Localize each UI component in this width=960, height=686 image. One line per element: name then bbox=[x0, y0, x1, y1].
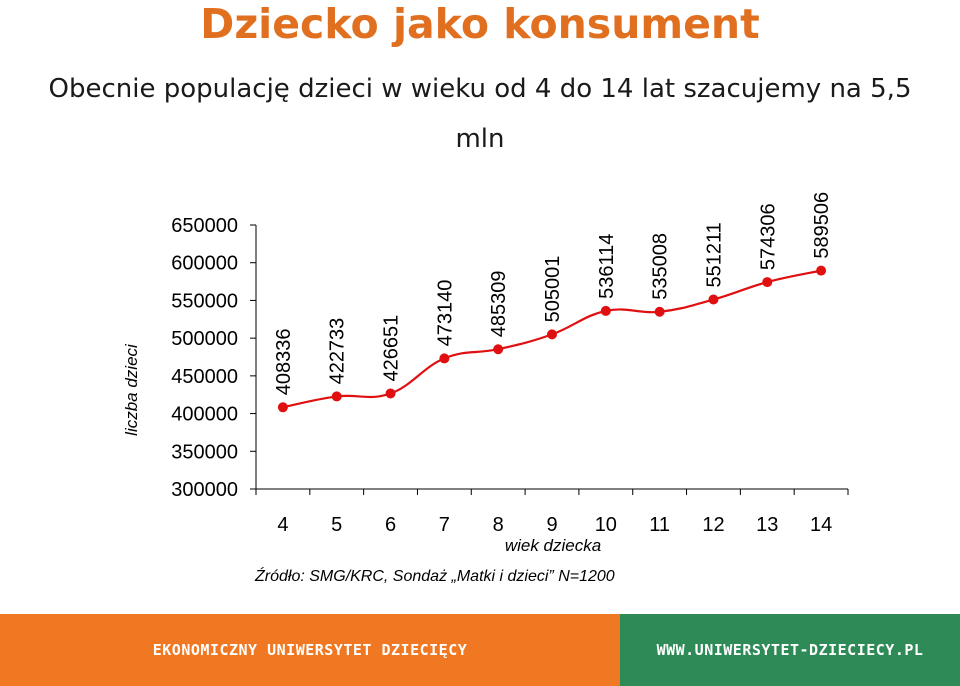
x-tick-label: 10 bbox=[595, 514, 617, 536]
page-subtitle: Obecnie populację dzieci w wieku od 4 do… bbox=[48, 74, 912, 154]
data-label: 536114 bbox=[596, 234, 618, 299]
y-axis-label: liczba dzieci bbox=[122, 343, 141, 436]
line-chart: 650000 600000 550000 500000 450000 400000 3500… bbox=[122, 192, 849, 585]
footer-website-link[interactable]: WWW.UNIWERSYTET-DZIECIECY.PL bbox=[656, 641, 924, 659]
data-point bbox=[654, 306, 665, 317]
data-point bbox=[547, 329, 557, 340]
data-point bbox=[277, 402, 288, 413]
data-point bbox=[762, 277, 773, 288]
data-point bbox=[331, 391, 342, 402]
footer-bar: EKONOMICZNY UNIWERSYTET DZIECIĘCY WWW.UN… bbox=[0, 614, 960, 686]
y-tick-label: 350000 bbox=[171, 441, 238, 463]
y-tick-label: 500000 bbox=[171, 328, 238, 350]
x-axis-label: wiek dziecka bbox=[505, 536, 601, 555]
y-tick-label: 650000 bbox=[171, 215, 238, 237]
data-point bbox=[816, 265, 827, 276]
y-tick-label: 400000 bbox=[171, 404, 238, 426]
y-tick-label: 300000 bbox=[171, 479, 238, 501]
data-label: 426651 bbox=[381, 315, 403, 382]
x-tick-label: 7 bbox=[439, 514, 450, 536]
data-label: 485309 bbox=[488, 270, 510, 337]
x-tick-label: 12 bbox=[702, 514, 724, 536]
data-label: 589506 bbox=[811, 192, 833, 259]
y-tick-label: 550000 bbox=[171, 290, 238, 312]
data-label: 505001 bbox=[542, 256, 564, 323]
x-tick-label: 9 bbox=[546, 514, 557, 536]
x-tick-label: 4 bbox=[277, 514, 288, 536]
y-tick-label: 450000 bbox=[171, 366, 238, 388]
data-label: 551211 bbox=[703, 222, 725, 287]
data-label: 408336 bbox=[273, 329, 295, 396]
footer-right-panel: WWW.UNIWERSYTET-DZIECIECY.PL bbox=[620, 614, 960, 686]
x-tick-label: 13 bbox=[756, 514, 778, 536]
x-tick-label: 6 bbox=[385, 514, 396, 536]
x-tick-label: 11 bbox=[649, 514, 670, 536]
data-point bbox=[600, 305, 611, 316]
data-label: 473140 bbox=[434, 280, 456, 347]
y-tick-label: 600000 bbox=[171, 253, 238, 275]
x-tick-label: 14 bbox=[810, 514, 832, 536]
data-point bbox=[385, 388, 396, 399]
data-label: 422733 bbox=[327, 318, 349, 385]
chart-source-note: Źródło: SMG/KRC, Sondaż „Matki i dzieci”… bbox=[254, 566, 615, 585]
footer-left-panel: EKONOMICZNY UNIWERSYTET DZIECIĘCY bbox=[0, 614, 620, 686]
data-label: 574306 bbox=[757, 203, 779, 270]
footer-university-name: EKONOMICZNY UNIWERSYTET DZIECIĘCY bbox=[152, 641, 468, 659]
data-point bbox=[439, 353, 450, 364]
x-tick-label: 5 bbox=[331, 514, 342, 536]
data-point bbox=[708, 294, 719, 305]
data-point bbox=[493, 344, 504, 355]
page-title: Dziecko jako konsument bbox=[200, 0, 760, 48]
data-label: 535008 bbox=[650, 233, 672, 300]
x-tick-label: 8 bbox=[493, 514, 504, 536]
